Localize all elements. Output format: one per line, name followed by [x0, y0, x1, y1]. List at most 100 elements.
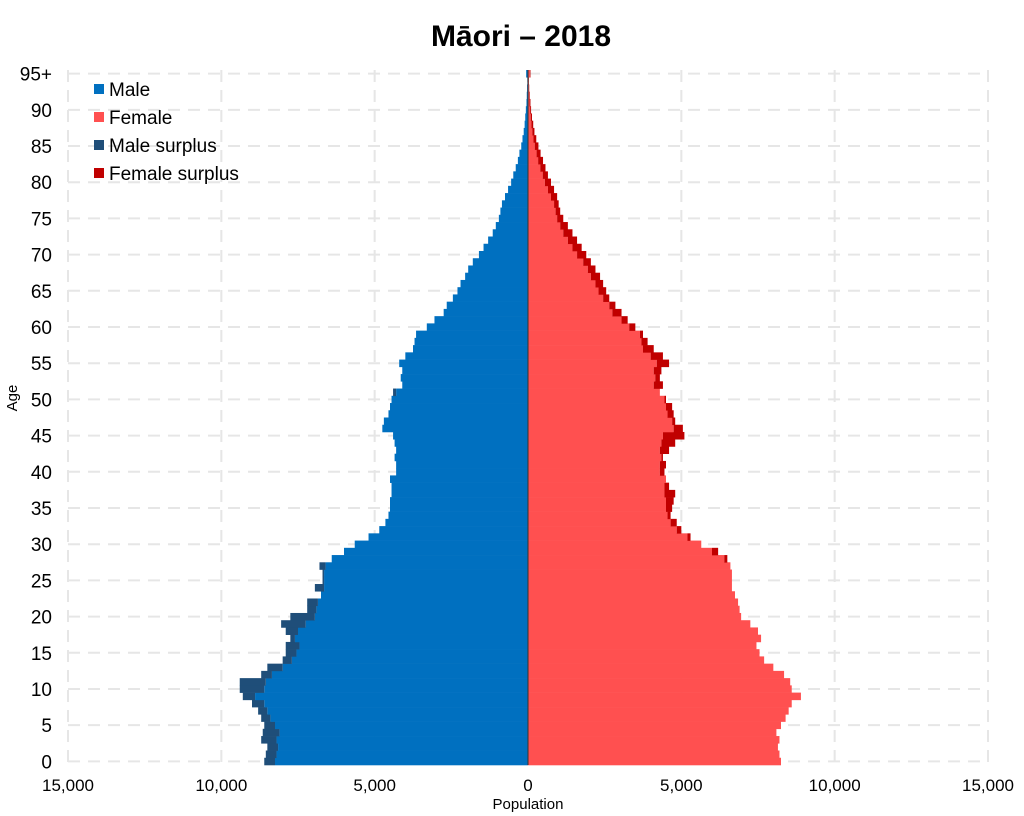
y-tick-label-8: 40: [31, 463, 52, 484]
male-surplus-bar-age-7: [258, 707, 268, 715]
y-tick-label-7: 35: [31, 499, 52, 520]
female-surplus-bar-age-58: [641, 337, 648, 346]
male-bar-age-33: [385, 518, 528, 527]
female-bar-age-51: [528, 388, 660, 397]
female-bar-age-27: [528, 562, 731, 570]
female-bar-age-91: [528, 98, 530, 107]
female-surplus-bar-age-37: [664, 489, 676, 498]
chart-title: Māori – 2018: [431, 20, 611, 53]
female-surplus-bar-age-84: [536, 149, 541, 158]
male-bar-age-51: [396, 388, 528, 397]
female-surplus-bar-age-87: [532, 127, 535, 136]
y-axis-label: Age: [4, 385, 21, 412]
female-bar-age-70: [528, 250, 578, 259]
female-bar-age-18: [528, 627, 758, 635]
female-surplus-bar-age-53: [655, 374, 660, 382]
male-surplus-bar-age-4: [262, 728, 280, 737]
x-tick-label-3: 0: [523, 776, 532, 795]
female-bar-age-60: [528, 323, 630, 331]
x-axis-ticks: 15,000 10,000 5,000 0 5,000 10,000 15,000: [42, 776, 1014, 795]
male-bar-age-3: [276, 736, 528, 744]
y-tick-label-15: 75: [31, 209, 52, 230]
female-surplus-bar-age-62: [612, 308, 622, 317]
female-bar-age-28: [528, 555, 725, 563]
male-bar-age-74: [495, 222, 528, 230]
female-bar-age-84: [528, 149, 537, 158]
male-bar-age-9: [255, 692, 529, 701]
male-bar-age-64: [452, 294, 528, 302]
legend-label-3: Female surplus: [109, 164, 239, 185]
female-surplus-bar-age-46: [673, 424, 683, 433]
female-surplus-bar-age-86: [533, 135, 537, 143]
female-bar-age-88: [528, 120, 532, 129]
female-surplus-bar-age-70: [577, 250, 587, 259]
male-bar-age-4: [279, 728, 528, 737]
female-surplus-bar-age-49: [666, 403, 673, 411]
y-tick-label-12: 60: [31, 318, 52, 339]
female-bar-age-62: [528, 308, 613, 317]
female-bar-age-14: [528, 656, 765, 664]
male-bar-age-59: [416, 330, 528, 339]
female-surplus-bar-age-42: [661, 453, 663, 462]
female-bar-age-6: [528, 714, 786, 722]
male-bar-age-57: [413, 345, 528, 353]
y-tick-label-11: 55: [31, 354, 52, 375]
male-bar-age-92: [526, 91, 528, 100]
male-surplus-bar-age-9: [242, 692, 256, 701]
female-bar-age-71: [528, 243, 573, 252]
female-bar-age-83: [528, 156, 539, 165]
x-tick-label-2: 5,000: [353, 776, 396, 795]
male-bar-age-90: [525, 106, 528, 114]
male-bar-age-67: [465, 272, 528, 281]
male-bar-age-81: [513, 171, 528, 179]
female-bar-age-23: [528, 591, 735, 599]
female-surplus-bar-age-69: [583, 258, 591, 266]
bars-group: [239, 70, 801, 766]
female-bar-age-76: [528, 207, 556, 216]
female-bar-age-36: [528, 497, 666, 505]
female-bar-age-74: [528, 222, 561, 230]
male-bar-age-58: [414, 337, 528, 346]
male-surplus-bar-age-2: [267, 743, 279, 751]
female-bar-age-33: [528, 518, 671, 527]
male-surplus-bar-age-12: [261, 670, 272, 679]
female-surplus-bar-age-80: [544, 178, 551, 187]
male-bar-age-34: [388, 511, 528, 520]
male-bar-age-46: [382, 424, 528, 433]
legend-swatch-1: [94, 112, 104, 122]
female-bar-age-31: [528, 533, 688, 541]
female-bar-age-37: [528, 489, 665, 498]
male-surplus-bar-age-27: [319, 562, 326, 570]
female-bar-age-15: [528, 649, 760, 657]
female-bar-age-64: [528, 294, 604, 302]
male-bar-age-77: [501, 200, 528, 208]
female-bar-age-63: [528, 301, 610, 310]
female-surplus-bar-age-83: [538, 156, 544, 165]
female-surplus-bar-age-43: [659, 446, 670, 454]
female-surplus-bar-age-75: [557, 214, 564, 223]
female-surplus-bar-age-28: [724, 555, 728, 563]
female-bar-age-61: [528, 316, 622, 324]
male-bar-age-15: [296, 649, 528, 657]
female-surplus-bar-age-68: [587, 265, 596, 274]
male-bar-age-80: [511, 178, 528, 187]
female-surplus-bar-age-78: [551, 193, 558, 201]
female-bar-age-4: [528, 728, 777, 737]
female-surplus-bar-age-91: [529, 98, 531, 107]
legend-label-1: Female: [109, 108, 172, 129]
male-bar-age-38: [391, 482, 528, 491]
male-bar-age-50: [391, 395, 528, 404]
female-bar-age-69: [528, 258, 584, 266]
female-surplus-bar-age-88: [531, 120, 534, 129]
female-surplus-bar-age-40: [659, 468, 665, 476]
female-surplus-bar-age-35: [666, 504, 673, 512]
male-bar-age-18: [298, 627, 528, 635]
male-bar-age-88: [524, 120, 528, 129]
male-bar-age-75: [498, 214, 528, 223]
female-bar-age-81: [528, 171, 543, 179]
male-bar-age-76: [500, 207, 528, 216]
male-bar-age-48: [388, 410, 528, 418]
female-bar-age-49: [528, 403, 666, 411]
male-surplus-bar-age-19: [281, 620, 306, 628]
male-surplus-bar-age-17: [290, 634, 295, 643]
